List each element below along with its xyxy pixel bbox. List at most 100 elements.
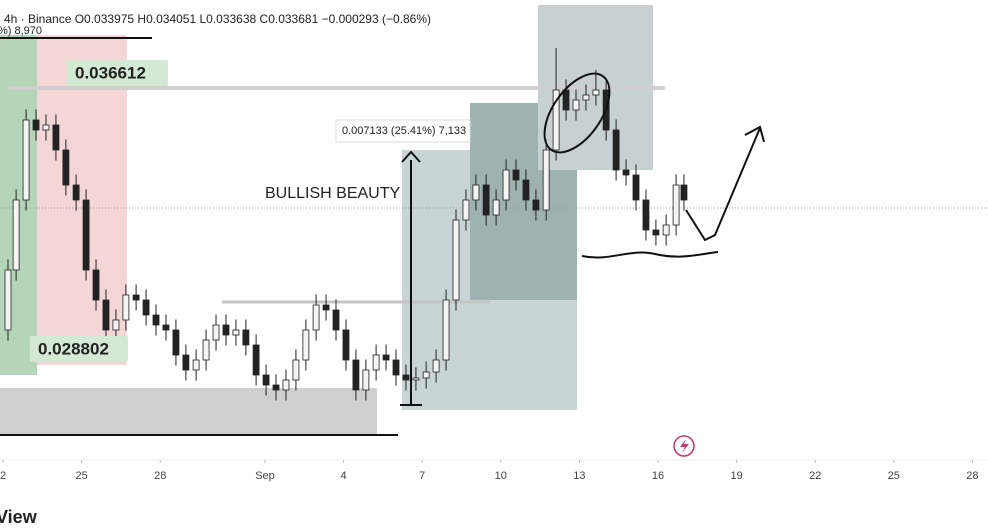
x-tick-label: 28 bbox=[966, 470, 978, 482]
candle-body bbox=[32, 119, 40, 131]
candle-body bbox=[462, 199, 470, 221]
candle-body bbox=[272, 384, 280, 391]
x-tick-label: 19 bbox=[730, 470, 742, 482]
x-tick-label: 7 bbox=[419, 470, 425, 482]
candle-body bbox=[622, 169, 630, 176]
candle-body bbox=[612, 129, 620, 171]
candle-body bbox=[172, 329, 180, 356]
candle-body bbox=[212, 324, 220, 341]
candle-body bbox=[332, 309, 340, 331]
measure-arrow-head bbox=[400, 150, 422, 406]
alert-icon[interactable] bbox=[673, 435, 695, 457]
candle-body bbox=[12, 199, 20, 271]
candle-body bbox=[522, 179, 530, 201]
candle-body bbox=[502, 169, 510, 201]
candle-body bbox=[642, 199, 650, 231]
footer: View bbox=[0, 507, 38, 527]
candle-body bbox=[442, 299, 450, 361]
candle-body bbox=[482, 184, 490, 216]
x-tick-label: 2 bbox=[0, 470, 6, 482]
x-tick-label: 22 bbox=[809, 470, 821, 482]
candle-body bbox=[82, 199, 90, 271]
candles bbox=[4, 47, 688, 401]
price-label-box bbox=[30, 336, 128, 362]
candle-body bbox=[402, 374, 410, 381]
candle-body bbox=[42, 124, 50, 131]
x-tick-label: 16 bbox=[652, 470, 664, 482]
base-drawing bbox=[581, 251, 719, 259]
candle-body bbox=[232, 329, 240, 336]
x-tick-label: 4 bbox=[341, 470, 347, 482]
candle-body bbox=[542, 149, 550, 211]
candle-body bbox=[632, 174, 640, 201]
alert-icon-bolt bbox=[680, 439, 689, 453]
candle-body bbox=[312, 304, 320, 331]
candle-body bbox=[432, 359, 440, 373]
candle-body bbox=[382, 354, 390, 361]
candle-body bbox=[582, 94, 590, 101]
candle-body bbox=[322, 304, 330, 311]
x-tick-label: 25 bbox=[75, 470, 87, 482]
x-tick-label: 10 bbox=[495, 470, 507, 482]
candle-body bbox=[680, 184, 688, 201]
candle-body bbox=[392, 359, 400, 376]
candle-body bbox=[572, 99, 580, 111]
candle-body bbox=[672, 184, 680, 226]
candle-body bbox=[532, 199, 540, 211]
candle-body bbox=[192, 359, 200, 371]
annotation: BULLISH BEAUTY bbox=[265, 185, 400, 202]
candle-body bbox=[112, 319, 120, 331]
candle-body bbox=[242, 329, 250, 346]
support-zone bbox=[0, 388, 377, 436]
x-tick-label: 13 bbox=[573, 470, 585, 482]
candle-body bbox=[122, 294, 130, 321]
candle-body bbox=[512, 169, 520, 181]
measure-label: 0.007133 (25.41%) 7,133 bbox=[342, 125, 466, 137]
candle-body bbox=[22, 119, 30, 201]
candle-body bbox=[452, 219, 460, 301]
candle-body bbox=[162, 324, 170, 331]
x-tick-label: Sep bbox=[255, 470, 275, 482]
candle-body bbox=[92, 269, 100, 301]
candle-body bbox=[492, 199, 500, 216]
candle-body bbox=[292, 359, 300, 381]
price-label: 0.036612 bbox=[75, 63, 146, 82]
candle-body bbox=[152, 314, 160, 326]
candle-body bbox=[222, 324, 230, 336]
header: 4h · Binance O0.033975 H0.034051 L0.0336… bbox=[4, 12, 431, 26]
candle-body bbox=[472, 184, 480, 201]
candle-body bbox=[352, 359, 360, 391]
candle-body bbox=[52, 124, 60, 151]
candle-body bbox=[132, 294, 140, 301]
candle-body bbox=[282, 379, 290, 391]
x-tick-label: 28 bbox=[154, 470, 166, 482]
candle-body bbox=[662, 224, 670, 236]
candle-body bbox=[562, 89, 570, 111]
candle-body bbox=[342, 329, 350, 361]
candle-body bbox=[592, 89, 600, 96]
candle-body bbox=[652, 229, 660, 236]
candle-body bbox=[412, 377, 420, 381]
candle-body bbox=[142, 299, 150, 316]
candle-body bbox=[262, 374, 270, 386]
corner-text: %) 8,970 bbox=[0, 25, 42, 37]
projection-arrow bbox=[685, 125, 765, 242]
candle-body bbox=[202, 339, 210, 361]
candle-body bbox=[72, 184, 80, 201]
candle-body bbox=[362, 369, 370, 391]
candle-body bbox=[302, 329, 310, 361]
candle-body bbox=[422, 371, 430, 379]
candle-body bbox=[62, 149, 70, 186]
candle-body bbox=[102, 299, 110, 331]
circle-drawing bbox=[543, 72, 611, 154]
candle-body bbox=[252, 344, 260, 376]
price-label: 0.028802 bbox=[38, 339, 109, 358]
candle-body bbox=[182, 354, 190, 371]
measure-box bbox=[335, 119, 471, 143]
candle-body bbox=[372, 354, 380, 371]
candle-body bbox=[4, 269, 12, 331]
x-tick-label: 25 bbox=[888, 470, 900, 482]
price-label-box bbox=[66, 60, 168, 86]
